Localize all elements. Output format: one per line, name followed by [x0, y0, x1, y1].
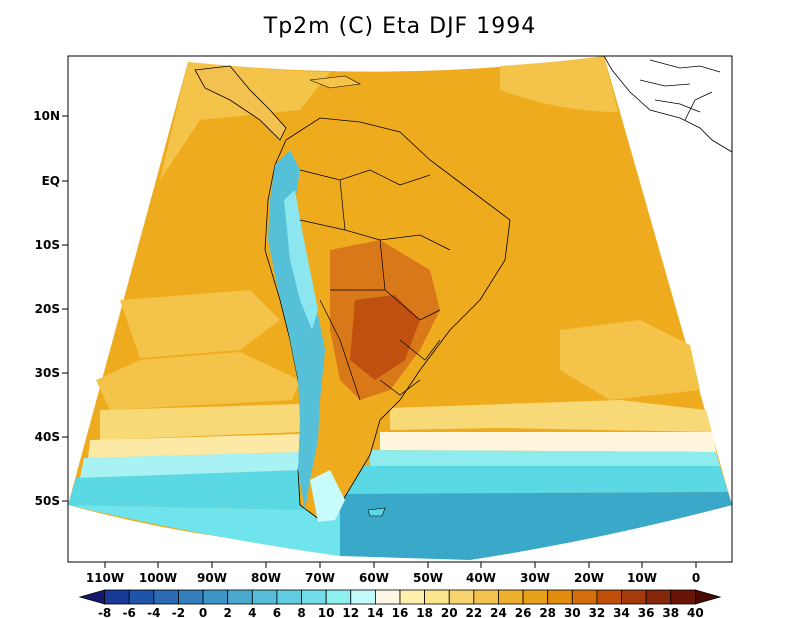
colorbar-label: 16: [392, 606, 409, 618]
colorbar-swatch: [153, 589, 179, 605]
colorbar-swatch: [522, 589, 549, 605]
map-title: Tp2m (C) Eta DJF 1994: [263, 14, 537, 39]
colorbar-swatch: [596, 589, 622, 605]
lon-label: 30W: [520, 571, 550, 585]
lon-label: 70W: [305, 571, 335, 585]
colorbar-label: 12: [342, 606, 359, 618]
africa-outline: [603, 56, 732, 153]
colorbar-swatch: [473, 589, 499, 605]
lat-label: 20S: [35, 302, 60, 316]
lon-label: 0: [692, 571, 700, 585]
colorbar-swatch: [301, 589, 327, 605]
colorbar-swatch: [424, 589, 450, 605]
colorbar-label: 26: [515, 606, 532, 618]
lon-label: 110W: [86, 571, 124, 585]
colorbar-swatch: [694, 589, 722, 605]
colorbar-label: -2: [172, 606, 185, 618]
colorbar-label: 24: [490, 606, 507, 618]
colorbar-label: 30: [564, 606, 581, 618]
colorbar-swatch: [621, 589, 647, 605]
colorbar-label: 36: [638, 606, 655, 618]
colorbar-swatch: [325, 589, 352, 605]
colorbar-swatch: [645, 589, 672, 605]
lat-label: 50S: [35, 494, 60, 508]
colorbar-swatch: [350, 589, 376, 605]
colorbar-swatch: [178, 589, 204, 605]
latitude-axis: 10N EQ 10S 20S 30S 40S 50S: [33, 109, 68, 508]
lon-label: 10W: [627, 571, 657, 585]
lat-label: 10S: [35, 238, 60, 252]
lon-label: 90W: [197, 571, 227, 585]
colorbar-swatch: [202, 589, 229, 605]
colorbar-swatch: [374, 589, 401, 605]
colorbar-swatch: [399, 589, 426, 605]
lon-label: 60W: [359, 571, 389, 585]
colorbar-swatch: [251, 589, 278, 605]
colorbar-label: 40: [687, 606, 704, 618]
lat-label: 40S: [35, 430, 60, 444]
colorbar-swatch: [227, 589, 253, 605]
colorbar-label: 14: [367, 606, 384, 618]
lon-label: 100W: [139, 571, 177, 585]
ocean-temperature-bands: [68, 56, 732, 560]
lon-label: 40W: [466, 571, 496, 585]
colorbar-label: 4: [248, 606, 256, 618]
lat-label: EQ: [42, 174, 60, 188]
colorbar-swatch: [670, 589, 696, 605]
colorbar-swatch: [276, 589, 302, 605]
colorbar-label: -6: [123, 606, 136, 618]
colorbar-label: 0: [199, 606, 207, 618]
colorbar-label: 8: [297, 606, 305, 618]
colorbar-label: 38: [662, 606, 679, 618]
lon-label: 50W: [413, 571, 443, 585]
lat-label: 10N: [33, 109, 60, 123]
lat-label: 30S: [35, 366, 60, 380]
colorbar-swatch: [78, 589, 106, 605]
colorbar-swatch: [104, 589, 130, 605]
colorbar-swatch: [547, 589, 573, 605]
colorbar-label: 2: [224, 606, 232, 618]
colorbar-label: 6: [273, 606, 281, 618]
colorbar-label: -8: [98, 606, 111, 618]
colorbar-label: 20: [441, 606, 458, 618]
lon-label: 80W: [251, 571, 281, 585]
colorbar-label: 28: [539, 606, 556, 618]
colorbar-label: 10: [318, 606, 335, 618]
colorbar-label: 32: [589, 606, 606, 618]
colorbar-swatch: [448, 589, 475, 605]
colorbar-label: 34: [613, 606, 630, 618]
colorbar-label: 18: [416, 606, 433, 618]
longitude-axis: 110W 100W 90W 80W 70W 60W 50W 40W 30W 20…: [86, 562, 700, 585]
colorbar-label: 22: [465, 606, 482, 618]
colorbar: -8 -6 -4 -2 0 2 4 6 8 10 12 14 16 18 20 22 24 26 28 30 32 34 3…: [78, 589, 722, 618]
colorbar-swatch: [571, 589, 598, 605]
colorbar-swatch: [498, 589, 524, 605]
lon-label: 20W: [574, 571, 604, 585]
colorbar-swatch: [128, 589, 155, 605]
country-borders: [299, 169, 451, 401]
colorbar-label: -4: [147, 606, 160, 618]
south-america: [194, 65, 511, 522]
